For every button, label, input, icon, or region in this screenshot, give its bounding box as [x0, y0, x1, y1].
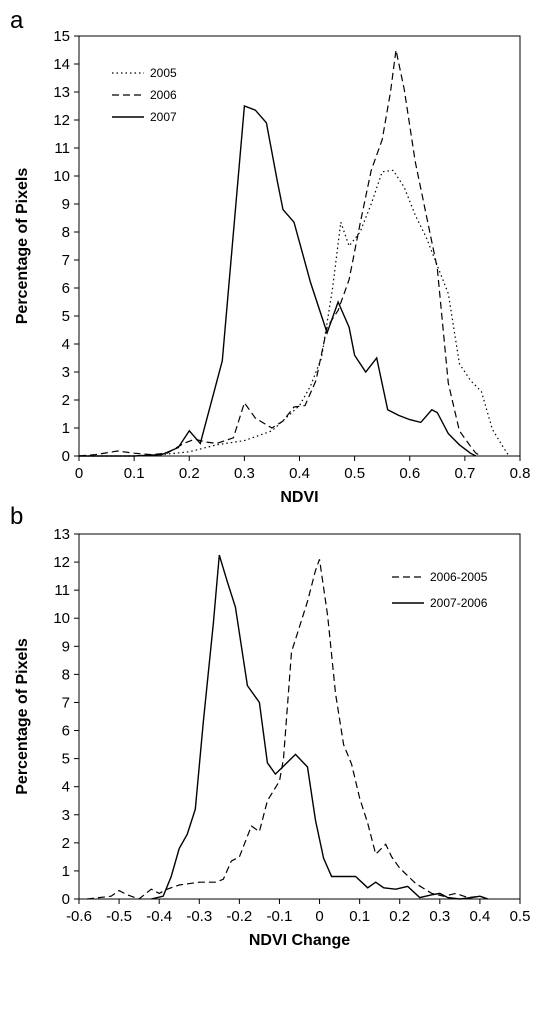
y-tick-label: 3: [62, 807, 70, 824]
plot-frame: [78, 533, 521, 900]
x-tick-label: -0.5: [106, 908, 132, 925]
x-tick-label: 0.3: [234, 465, 255, 482]
y-tick-label: 2: [62, 835, 70, 852]
y-tick-label: 11: [54, 140, 70, 157]
y-tick-label: 7: [62, 252, 70, 269]
y-tick-label: 13: [53, 84, 70, 101]
y-tick-label: 11: [54, 582, 70, 599]
x-tick-label: 0.1: [349, 908, 370, 925]
x-tick-label: -0.4: [146, 908, 172, 925]
y-tick-label: 5: [62, 308, 70, 325]
y-tick-label: 15: [53, 28, 70, 45]
y-axis-title: Percentage of Pixels: [14, 638, 31, 795]
legend-label: 2007: [150, 110, 177, 124]
y-axis-title: Percentage of Pixels: [14, 168, 31, 325]
legend-label: 2006: [150, 88, 177, 102]
y-tick-label: 1: [62, 420, 70, 437]
legend-label: 2006-2005: [430, 570, 488, 584]
series-line-2006: [78, 49, 482, 457]
y-tick-label: 6: [62, 280, 70, 297]
y-tick-label: 13: [53, 526, 70, 543]
x-tick-label: 0: [315, 908, 323, 925]
x-tick-label: 0.4: [289, 465, 310, 482]
y-tick-label: 3: [62, 364, 70, 381]
y-tick-label: 10: [53, 610, 70, 627]
x-tick-label: 0.3: [429, 908, 450, 925]
x-tick-label: -0.3: [186, 908, 212, 925]
x-axis-title: NDVI Change: [249, 932, 350, 949]
y-tick-label: 8: [62, 224, 70, 241]
x-tick-label: 0.2: [179, 465, 200, 482]
x-tick-label: -0.1: [267, 908, 293, 925]
y-tick-label: 0: [62, 891, 70, 908]
legend-label: 2007-2006: [430, 596, 488, 610]
y-tick-label: 5: [62, 751, 70, 768]
plot-frame: [78, 35, 521, 457]
series-line-2005: [79, 169, 510, 457]
legend-label: 2005: [150, 66, 177, 80]
y-tick-label: 1: [62, 863, 70, 880]
x-tick-label: 0.6: [399, 465, 420, 482]
x-tick-label: -0.6: [66, 908, 92, 925]
y-tick-label: 12: [53, 554, 70, 571]
x-tick-label: 0: [75, 465, 83, 482]
series-line-2007: [79, 105, 477, 457]
y-tick-label: 12: [53, 112, 70, 129]
series-line-2006-2005: [86, 559, 489, 900]
y-tick-label: 7: [62, 694, 70, 711]
y-tick-label: 2: [62, 392, 70, 409]
y-tick-label: 9: [62, 638, 70, 655]
y-tick-label: 4: [62, 779, 70, 796]
y-tick-label: 9: [62, 196, 70, 213]
series-line-2007-2006: [151, 554, 489, 900]
x-tick-label: 0.8: [510, 465, 531, 482]
x-tick-label: 0.2: [389, 908, 410, 925]
y-tick-label: 0: [62, 448, 70, 465]
y-tick-label: 14: [53, 56, 70, 73]
y-tick-label: 10: [53, 168, 70, 185]
panel-letter: a: [10, 7, 24, 34]
y-tick-label: 6: [62, 723, 70, 740]
x-tick-label: 0.5: [510, 908, 531, 925]
y-tick-label: 8: [62, 666, 70, 683]
x-tick-label: 0.7: [454, 465, 475, 482]
panel-letter: b: [10, 503, 23, 530]
x-tick-label: 0.5: [344, 465, 365, 482]
x-tick-label: 0.1: [124, 465, 145, 482]
x-tick-label: -0.2: [226, 908, 252, 925]
x-tick-label: 0.4: [469, 908, 490, 925]
x-axis-title: NDVI: [280, 489, 318, 506]
y-tick-label: 4: [62, 336, 70, 353]
